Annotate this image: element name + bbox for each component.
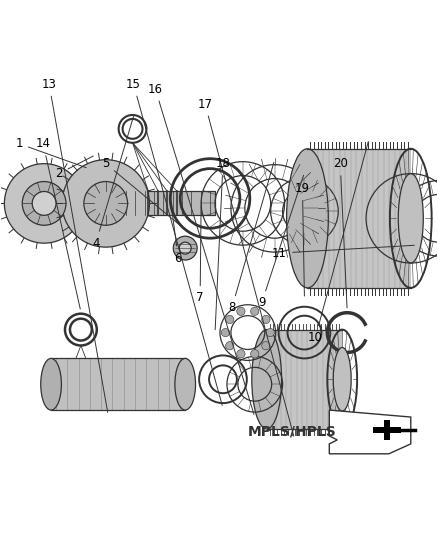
Circle shape	[251, 307, 259, 316]
Text: 12: 12	[0, 532, 1, 533]
Ellipse shape	[286, 149, 328, 288]
Ellipse shape	[333, 348, 351, 411]
Ellipse shape	[398, 174, 423, 263]
Text: 5: 5	[102, 157, 191, 235]
Bar	[373, 427, 401, 433]
Text: 10: 10	[308, 141, 368, 344]
Ellipse shape	[41, 358, 61, 410]
Text: 9: 9	[258, 175, 304, 309]
Circle shape	[62, 160, 149, 247]
Circle shape	[226, 342, 234, 350]
Circle shape	[179, 242, 191, 254]
Bar	[307, 149, 411, 288]
Circle shape	[32, 191, 56, 215]
Text: 7: 7	[196, 206, 204, 304]
Circle shape	[173, 236, 197, 260]
Ellipse shape	[175, 358, 195, 410]
Text: 1: 1	[15, 138, 86, 168]
Text: 19: 19	[295, 182, 310, 296]
Bar	[267, 329, 342, 429]
Text: 6: 6	[171, 201, 182, 264]
Text: MPLS/HPLS: MPLS/HPLS	[248, 425, 336, 439]
Circle shape	[221, 328, 230, 337]
Polygon shape	[329, 410, 411, 454]
Text: 4: 4	[92, 116, 134, 249]
Text: 16: 16	[148, 83, 254, 414]
Circle shape	[251, 350, 259, 358]
Circle shape	[237, 350, 245, 358]
Circle shape	[266, 328, 274, 337]
Text: 17: 17	[198, 98, 294, 436]
Circle shape	[4, 164, 84, 243]
Text: 20: 20	[333, 157, 348, 308]
Text: 13: 13	[42, 78, 108, 413]
Polygon shape	[69, 191, 215, 215]
Text: 2: 2	[55, 156, 93, 180]
Circle shape	[84, 182, 127, 225]
Bar	[384, 420, 390, 440]
Ellipse shape	[252, 329, 282, 429]
Text: 14: 14	[35, 138, 80, 309]
Circle shape	[237, 307, 245, 316]
Text: 8: 8	[228, 163, 274, 314]
Circle shape	[262, 342, 270, 350]
Bar	[51, 358, 185, 410]
Circle shape	[262, 316, 270, 324]
Circle shape	[22, 182, 66, 225]
Text: 11: 11	[272, 245, 414, 260]
Circle shape	[226, 316, 234, 324]
Text: 15: 15	[126, 78, 222, 406]
Text: 18: 18	[215, 157, 230, 330]
